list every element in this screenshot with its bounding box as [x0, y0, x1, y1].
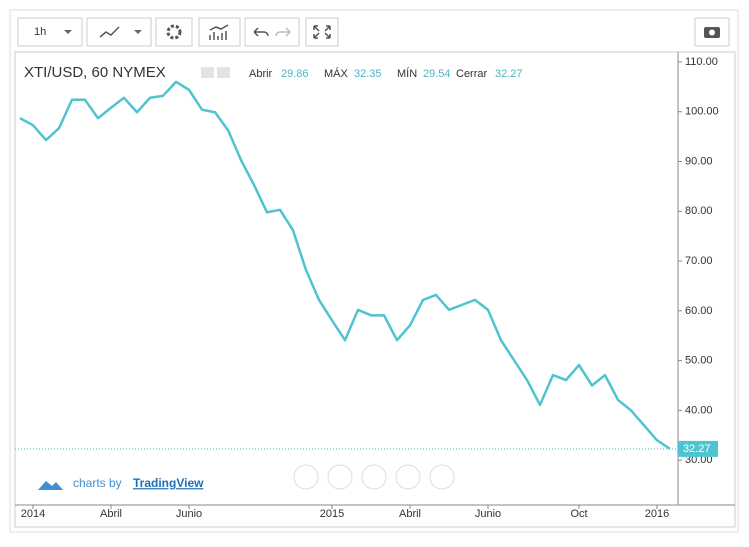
last-price-label: 32.27 — [683, 443, 711, 455]
tv-logo — [38, 481, 63, 490]
interval-button[interactable] — [17, 17, 83, 47]
toolbar: 1h — [17, 17, 730, 47]
x-tick-label: Oct — [570, 508, 587, 520]
open-value: 29.86 — [281, 68, 309, 80]
x-tick-label: 2015 — [320, 508, 344, 520]
navigation — [293, 464, 455, 490]
interval-label: 1h — [34, 26, 46, 38]
close-value: 32.27 — [495, 68, 523, 80]
x-tick-label: Abril — [399, 508, 421, 520]
low-value: 29.54 — [423, 68, 451, 80]
x-tick-label: Abril — [100, 508, 122, 520]
open-label: Abrir — [249, 68, 273, 80]
y-tick-label: 30.00 — [685, 454, 713, 466]
brand-prefix: charts by — [73, 476, 122, 490]
price-line — [19, 80, 671, 450]
settings-icon[interactable] — [217, 67, 230, 78]
redo-icon — [275, 27, 291, 37]
scroll-right[interactable] — [429, 464, 455, 490]
reset[interactable] — [361, 464, 387, 490]
undo-redo-button[interactable] — [244, 17, 300, 47]
high-value: 32.35 — [354, 68, 382, 80]
y-tick-label: 40.00 — [685, 404, 713, 416]
plot: 30.00 40.00 50.00 60.00 70.00 80.00 90.00 100.0… — [15, 56, 719, 520]
style-button[interactable] — [86, 17, 152, 47]
y-tick-label: 60.00 — [685, 305, 713, 317]
close-label: Cerrar — [456, 68, 488, 80]
y-tick-label: 100.00 — [685, 106, 719, 118]
brand-name[interactable]: TradingView — [133, 476, 204, 490]
y-tick-label: 90.00 — [685, 155, 713, 167]
gear-icon — [166, 24, 182, 40]
x-tick-label: 2014 — [21, 508, 45, 520]
indicators-button[interactable] — [198, 17, 241, 47]
x-tick-label: Junio — [475, 508, 501, 520]
dropdown-icon — [64, 30, 72, 34]
settings-button[interactable] — [155, 17, 193, 47]
zoom-in[interactable] — [395, 464, 421, 490]
high-label: MÁX — [324, 67, 349, 80]
scroll-left[interactable] — [293, 464, 319, 490]
y-tick-label: 80.00 — [685, 205, 713, 217]
dropdown-icon — [134, 30, 142, 34]
last-price-tag — [678, 440, 718, 457]
y-tick-label: 50.00 — [685, 355, 713, 367]
zoom-out[interactable] — [327, 464, 353, 490]
x-tick-label: Junio — [176, 508, 202, 520]
line-icon — [99, 26, 120, 38]
x-tick-label: 2016 — [645, 508, 669, 520]
chart-pane — [14, 51, 736, 528]
camera-lens — [709, 29, 715, 36]
eye-icon[interactable] — [201, 67, 214, 78]
y-tick-label: 110.00 — [685, 56, 718, 68]
y-tick-label: 70.00 — [685, 255, 713, 267]
expand-icon — [313, 25, 331, 39]
frame — [9, 9, 739, 533]
symbol-title: XTI/USD, 60 NYMEX — [24, 64, 166, 81]
fullscreen-button[interactable] — [305, 17, 339, 47]
undo-icon — [253, 27, 269, 37]
low-label: MÍN — [397, 67, 417, 80]
indicator-icon — [209, 24, 229, 40]
